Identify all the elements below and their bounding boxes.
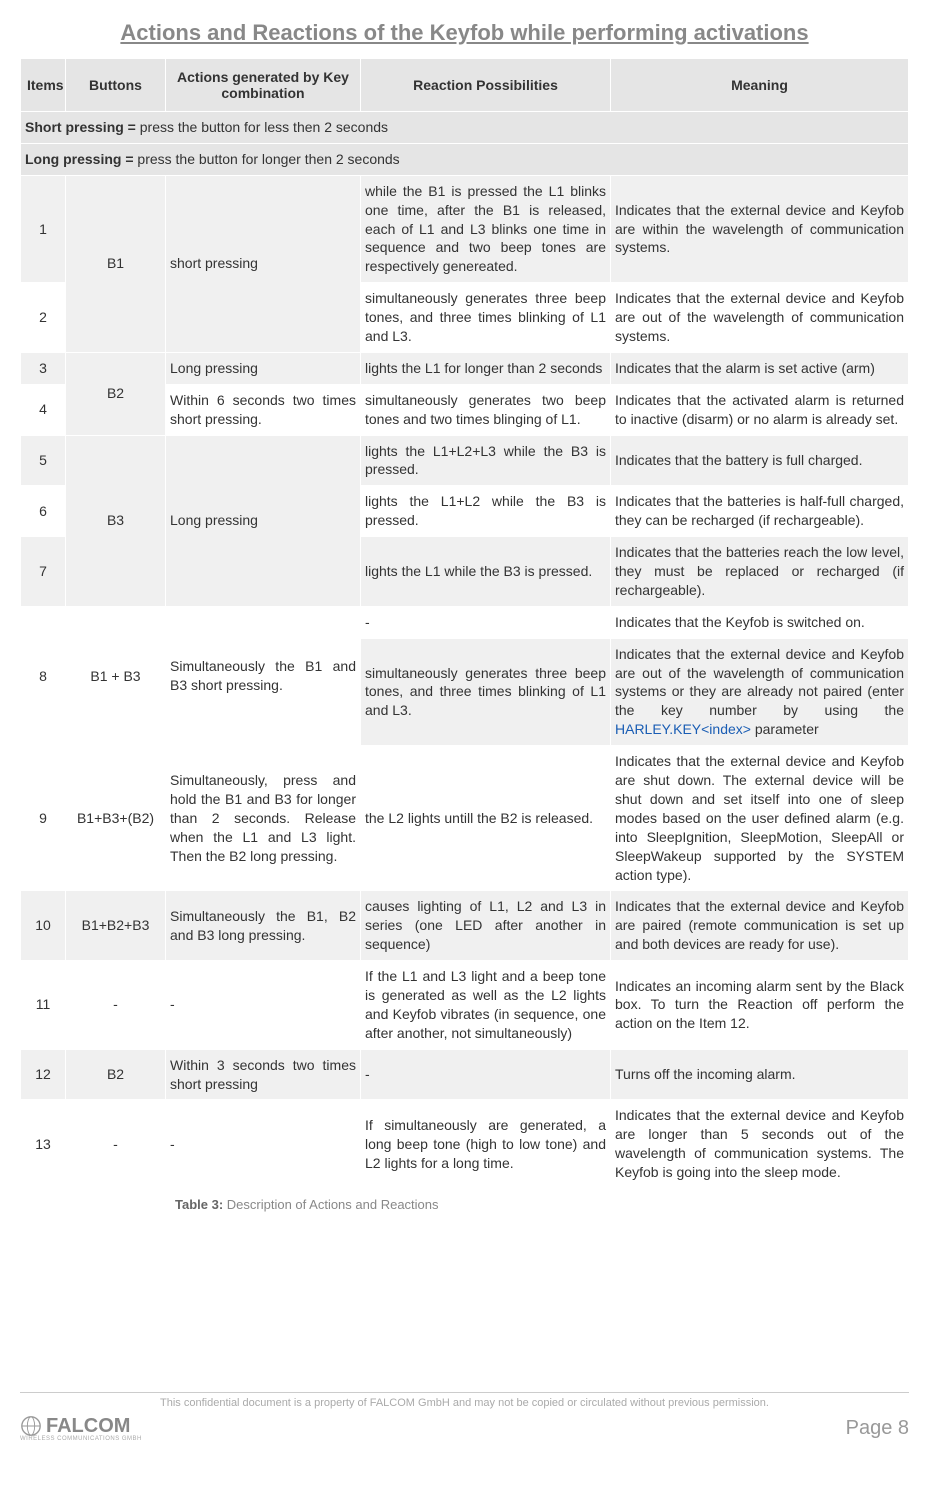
th-actions: Actions generated by Key combination <box>166 59 361 112</box>
table-row: 9 B1+B3+(B2) Simultaneously, press and h… <box>21 746 909 891</box>
th-buttons: Buttons <box>66 59 166 112</box>
cell-button: B3 <box>66 435 166 606</box>
cell-item: 4 <box>21 384 66 435</box>
cell-meaning: Indicates that the external device and K… <box>611 638 909 745</box>
cell-item: 12 <box>21 1049 66 1100</box>
cell-item: 11 <box>21 961 66 1050</box>
confidential-notice: This confidential document is a property… <box>20 1397 909 1409</box>
table-row: 13 - - If simultaneously are generated, … <box>21 1100 909 1189</box>
cell-reaction: If the L1 and L3 light and a beep tone i… <box>361 961 611 1050</box>
cell-meaning: Indicates that the batteries is half-ful… <box>611 486 909 537</box>
cell-item: 13 <box>21 1100 66 1189</box>
th-items: Items <box>21 59 66 112</box>
cell-button: B1+B2+B3 <box>66 891 166 961</box>
table-row: 11 - - If the L1 and L3 light and a beep… <box>21 961 909 1050</box>
cell-item: 5 <box>21 435 66 486</box>
cell-reaction: the L2 lights untill the B2 is released. <box>361 746 611 891</box>
cell-reaction: - <box>361 606 611 638</box>
cell-reaction: causes lighting of L1, L2 and L3 in seri… <box>361 891 611 961</box>
th-reaction: Reaction Possibilities <box>361 59 611 112</box>
def-short: Short pressing = press the button for le… <box>21 112 909 144</box>
cell-reaction: simultaneously generates three beep tone… <box>361 283 611 353</box>
cell-item: 7 <box>21 537 66 607</box>
cell-action: Within 3 seconds two times short pressin… <box>166 1049 361 1100</box>
cell-meaning: Indicates that the battery is full charg… <box>611 435 909 486</box>
cell-reaction: - <box>361 1049 611 1100</box>
table-row: 8 B1 + B3 Simultaneously the B1 and B3 s… <box>21 606 909 638</box>
cell-button: - <box>66 1100 166 1189</box>
def-long: Long pressing = press the button for lon… <box>21 143 909 175</box>
actions-table: Items Buttons Actions generated by Key c… <box>20 58 909 1189</box>
cell-action: Simultaneously the B1 and B3 short press… <box>166 606 361 745</box>
cell-meaning: Indicates that the external device and K… <box>611 175 909 282</box>
cell-action: Simultaneously the B1, B2 and B3 long pr… <box>166 891 361 961</box>
falcom-logo: FALCOM WIRELESS COMMUNICATIONS GMBH <box>20 1415 142 1442</box>
cell-item: 6 <box>21 486 66 537</box>
cell-meaning: Indicates that the external device and K… <box>611 283 909 353</box>
cell-button: B1+B3+(B2) <box>66 746 166 891</box>
logo-subtitle: WIRELESS COMMUNICATIONS GMBH <box>20 1436 142 1442</box>
table-row: 12 B2 Within 3 seconds two times short p… <box>21 1049 909 1100</box>
cell-item: 8 <box>21 606 66 745</box>
cell-button: B1 <box>66 175 166 352</box>
cell-meaning: Indicates that the Keyfob is switched on… <box>611 606 909 638</box>
cell-reaction: while the B1 is pressed the L1 blinks on… <box>361 175 611 282</box>
cell-action: Long pressing <box>166 435 361 606</box>
cell-item: 10 <box>21 891 66 961</box>
cell-button: - <box>66 961 166 1050</box>
cell-action: Long pressing <box>166 352 361 384</box>
cell-meaning: Indicates that the external device and K… <box>611 891 909 961</box>
th-meaning: Meaning <box>611 59 909 112</box>
cell-reaction: simultaneously generates two beep tones … <box>361 384 611 435</box>
cell-meaning: Indicates that the batteries reach the l… <box>611 537 909 607</box>
cell-item: 2 <box>21 283 66 353</box>
header-row: Items Buttons Actions generated by Key c… <box>21 59 909 112</box>
table-caption: Table 3: Description of Actions and Reac… <box>175 1197 909 1212</box>
table-row: 5 B3 Long pressing lights the L1+L2+L3 w… <box>21 435 909 486</box>
cell-meaning: Turns off the incoming alarm. <box>611 1049 909 1100</box>
cell-meaning: Indicates that the alarm is set active (… <box>611 352 909 384</box>
cell-meaning: Indicates an incoming alarm sent by the … <box>611 961 909 1050</box>
page-footer: This confidential document is a property… <box>20 1392 909 1442</box>
cell-reaction: lights the L1 for longer than 2 seconds <box>361 352 611 384</box>
table-row: 1 B1 short pressing while the B1 is pres… <box>21 175 909 282</box>
table-row: 10 B1+B2+B3 Simultaneously the B1, B2 an… <box>21 891 909 961</box>
cell-item: 9 <box>21 746 66 891</box>
cell-item: 1 <box>21 175 66 282</box>
cell-action: - <box>166 961 361 1050</box>
logo-text: FALCOM <box>46 1415 130 1438</box>
harley-key-link[interactable]: HARLEY.KEY<index> <box>615 721 751 737</box>
cell-reaction: simultaneously generates three beep tone… <box>361 638 611 745</box>
cell-button: B2 <box>66 1049 166 1100</box>
globe-icon <box>20 1415 42 1437</box>
table-row: 3 B2 Long pressing lights the L1 for lon… <box>21 352 909 384</box>
page-number: Page 8 <box>846 1417 909 1440</box>
cell-meaning: Indicates that the external device and K… <box>611 1100 909 1189</box>
defs-row-1: Short pressing = press the button for le… <box>21 112 909 144</box>
cell-reaction: If simultaneously are generated, a long … <box>361 1100 611 1189</box>
cell-reaction: lights the L1+L2 while the B3 is pressed… <box>361 486 611 537</box>
cell-action: Simultaneously, press and hold the B1 an… <box>166 746 361 891</box>
page-title: Actions and Reactions of the Keyfob whil… <box>20 20 909 46</box>
cell-action: short pressing <box>166 175 361 352</box>
cell-button: B1 + B3 <box>66 606 166 745</box>
cell-meaning: Indicates that the external device and K… <box>611 746 909 891</box>
cell-reaction: lights the L1+L2+L3 while the B3 is pres… <box>361 435 611 486</box>
cell-button: B2 <box>66 352 166 435</box>
defs-row-2: Long pressing = press the button for lon… <box>21 143 909 175</box>
cell-item: 3 <box>21 352 66 384</box>
cell-action: - <box>166 1100 361 1189</box>
cell-meaning: Indicates that the activated alarm is re… <box>611 384 909 435</box>
cell-action: Within 6 seconds two times short pressin… <box>166 384 361 435</box>
cell-reaction: lights the L1 while the B3 is pressed. <box>361 537 611 607</box>
